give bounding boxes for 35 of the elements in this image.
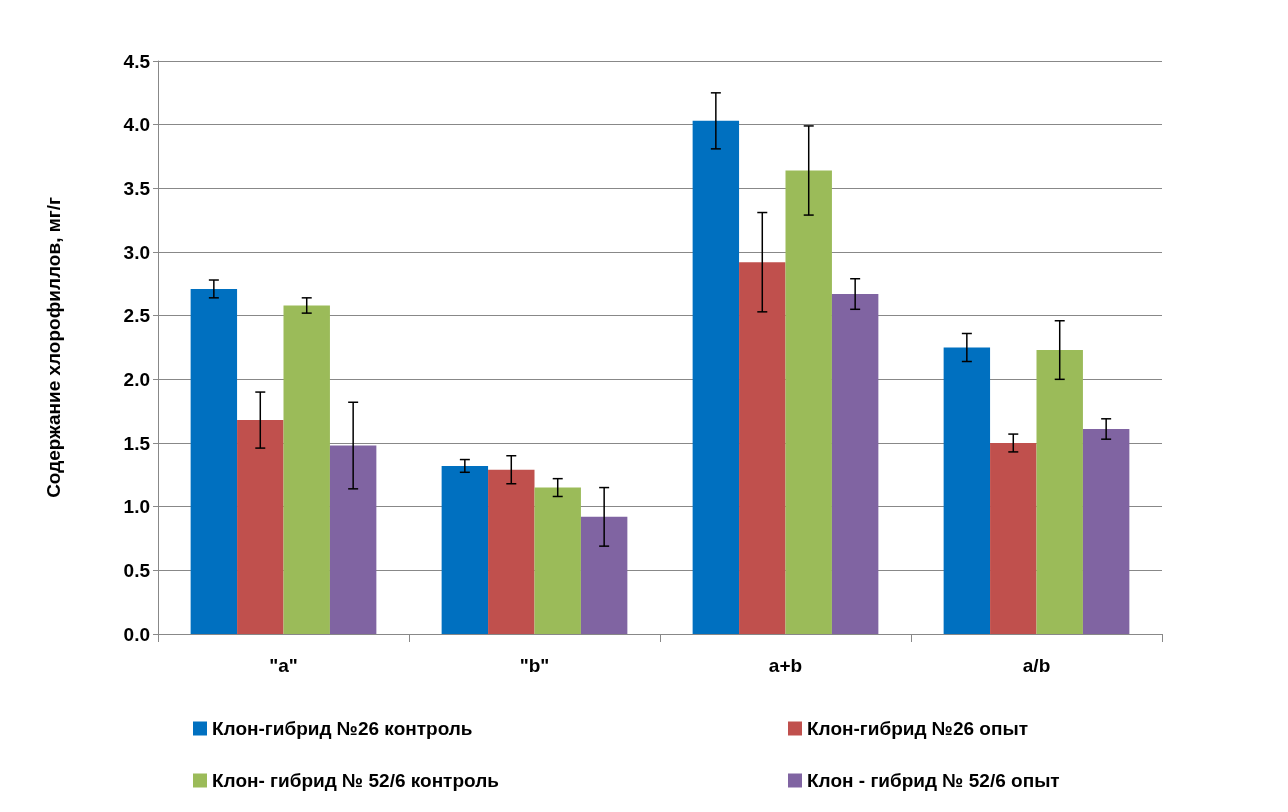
legend-label: Клон-гибрид №26 опыт — [807, 718, 1028, 739]
bar — [785, 170, 832, 634]
y-tick-label: 0.5 — [123, 559, 151, 581]
bar — [441, 465, 489, 634]
legend-label: Клон-гибрид №26 контроль — [212, 718, 473, 739]
bar — [692, 120, 740, 634]
bar — [329, 445, 377, 634]
bar — [534, 487, 581, 634]
bar — [831, 294, 879, 634]
bar — [190, 288, 238, 634]
y-axis-title: Содержание хлорофиллов, мг/г — [43, 197, 64, 498]
x-tick-label: a+b — [768, 655, 803, 676]
bar — [943, 347, 991, 634]
y-tick-label: 1.0 — [123, 496, 150, 518]
bar — [283, 305, 330, 634]
bar — [1082, 428, 1130, 634]
y-tick-label: 1.5 — [123, 432, 151, 454]
bar — [1036, 350, 1083, 634]
y-tick-label: 2.5 — [123, 305, 151, 327]
bar — [488, 469, 535, 634]
x-tick-label: a/b — [1022, 655, 1051, 676]
bar — [990, 443, 1037, 634]
y-tick-label: 2.0 — [123, 368, 150, 390]
y-tick-label: 4.0 — [123, 114, 150, 136]
bar — [739, 262, 786, 634]
bar — [580, 516, 628, 634]
y-tick-label: 3.5 — [123, 177, 151, 199]
y-tick-label: 4.5 — [123, 50, 151, 72]
legend-label: Клон - гибрид № 52/6 опыт — [807, 770, 1060, 791]
y-tick-label: 0.0 — [123, 623, 150, 645]
x-tick-label: "b" — [519, 655, 550, 676]
x-tick-label: "a" — [269, 655, 298, 676]
y-tick-label: 3.0 — [123, 241, 150, 263]
bar — [237, 420, 284, 634]
legend-label: Клон- гибрид № 52/6 контроль — [212, 770, 499, 791]
